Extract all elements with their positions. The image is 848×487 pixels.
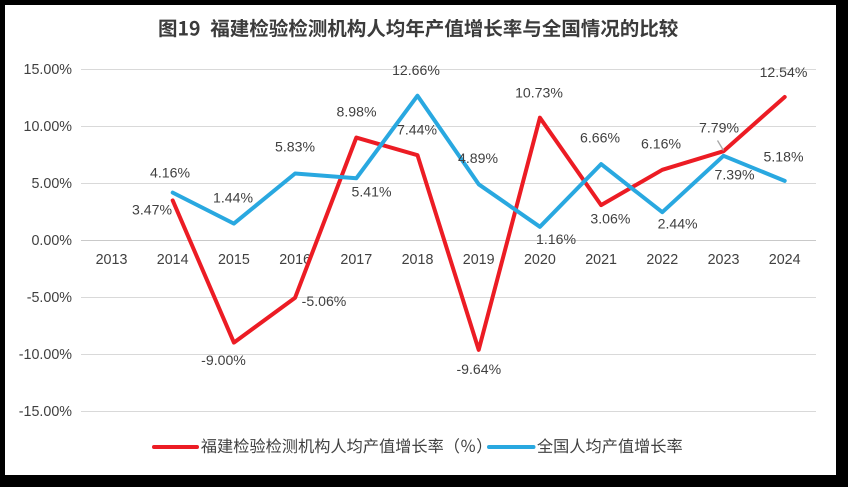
svg-text:12.66%: 12.66% — [392, 62, 440, 78]
svg-text:6.66%: 6.66% — [580, 130, 620, 146]
svg-text:3.47%: 3.47% — [132, 202, 172, 218]
svg-text:6.16%: 6.16% — [641, 136, 681, 152]
svg-text:2019: 2019 — [463, 252, 495, 268]
svg-text:7.44%: 7.44% — [397, 122, 437, 138]
svg-text:-10.00%: -10.00% — [19, 347, 73, 363]
svg-text:2016: 2016 — [279, 252, 311, 268]
svg-text:-9.64%: -9.64% — [456, 361, 501, 377]
svg-text:5.00%: 5.00% — [31, 176, 72, 192]
svg-text:2021: 2021 — [585, 252, 617, 268]
svg-text:-9.00%: -9.00% — [201, 352, 246, 368]
svg-text:2017: 2017 — [340, 252, 372, 268]
svg-text:5.18%: 5.18% — [764, 148, 804, 164]
svg-text:2014: 2014 — [157, 252, 189, 268]
svg-text:7.79%: 7.79% — [699, 119, 739, 135]
svg-text:2.44%: 2.44% — [658, 216, 698, 232]
svg-text:5.41%: 5.41% — [352, 184, 392, 200]
svg-text:2023: 2023 — [708, 252, 740, 268]
svg-text:1.16%: 1.16% — [536, 231, 576, 247]
svg-text:10.00%: 10.00% — [24, 119, 73, 135]
svg-text:15.00%: 15.00% — [24, 62, 73, 78]
svg-text:8.98%: 8.98% — [337, 104, 377, 120]
svg-text:0.00%: 0.00% — [31, 233, 72, 249]
svg-text:2013: 2013 — [96, 252, 128, 268]
svg-text:4.89%: 4.89% — [458, 150, 498, 166]
svg-text:-15.00%: -15.00% — [19, 404, 73, 420]
svg-text:7.39%: 7.39% — [715, 167, 755, 183]
svg-text:10.73%: 10.73% — [515, 85, 563, 101]
svg-text:4.16%: 4.16% — [150, 165, 190, 181]
svg-text:2022: 2022 — [646, 252, 678, 268]
svg-text:2015: 2015 — [218, 252, 250, 268]
svg-text:3.06%: 3.06% — [590, 211, 630, 227]
svg-text:-5.00%: -5.00% — [27, 290, 73, 306]
svg-text:12.54%: 12.54% — [760, 64, 808, 80]
svg-text:2018: 2018 — [402, 252, 434, 268]
svg-text:5.83%: 5.83% — [275, 139, 315, 155]
svg-text:1.44%: 1.44% — [213, 189, 253, 205]
svg-text:2020: 2020 — [524, 252, 556, 268]
svg-text:2024: 2024 — [769, 252, 801, 268]
svg-text:-5.06%: -5.06% — [302, 293, 347, 309]
